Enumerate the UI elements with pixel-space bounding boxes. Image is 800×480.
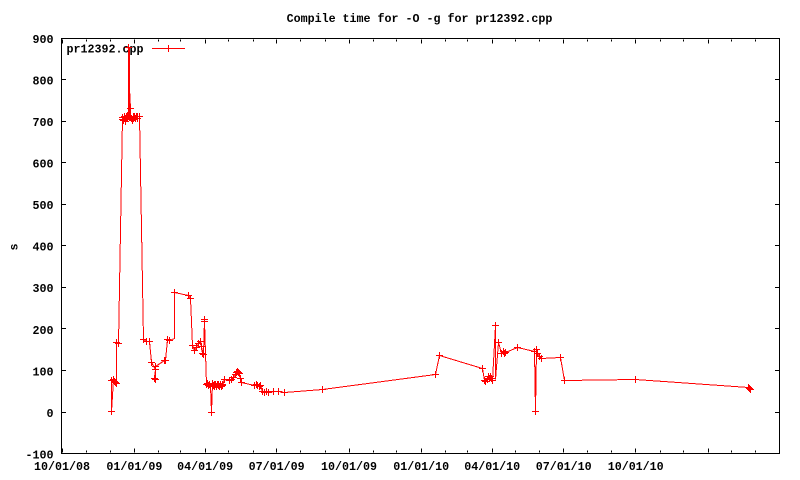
svg-text:400: 400 xyxy=(33,241,54,255)
svg-text:07/01/10: 07/01/10 xyxy=(536,460,592,474)
svg-text:-100: -100 xyxy=(26,449,54,463)
svg-text:07/01/09: 07/01/09 xyxy=(249,460,305,474)
svg-text:04/01/09: 04/01/09 xyxy=(177,460,233,474)
svg-text:300: 300 xyxy=(33,282,54,296)
svg-text:Compile time for -O -g for pr1: Compile time for -O -g for pr12392.cpp xyxy=(287,12,553,26)
svg-text:pr12392.cpp: pr12392.cpp xyxy=(67,43,144,57)
svg-text:10/01/10: 10/01/10 xyxy=(608,460,664,474)
svg-text:01/01/09: 01/01/09 xyxy=(106,460,162,474)
svg-text:700: 700 xyxy=(33,116,54,130)
svg-text:100: 100 xyxy=(33,365,54,379)
svg-text:800: 800 xyxy=(33,75,54,89)
svg-text:04/01/10: 04/01/10 xyxy=(464,460,520,474)
svg-text:900: 900 xyxy=(33,33,54,47)
svg-text:10/01/09: 10/01/09 xyxy=(321,460,377,474)
svg-text:600: 600 xyxy=(33,158,54,172)
svg-text:10/01/08: 10/01/08 xyxy=(34,460,90,474)
svg-text:01/01/10: 01/01/10 xyxy=(393,460,449,474)
svg-text:s: s xyxy=(7,244,21,251)
svg-text:0: 0 xyxy=(47,407,54,421)
svg-text:500: 500 xyxy=(33,199,54,213)
svg-text:200: 200 xyxy=(33,324,54,338)
